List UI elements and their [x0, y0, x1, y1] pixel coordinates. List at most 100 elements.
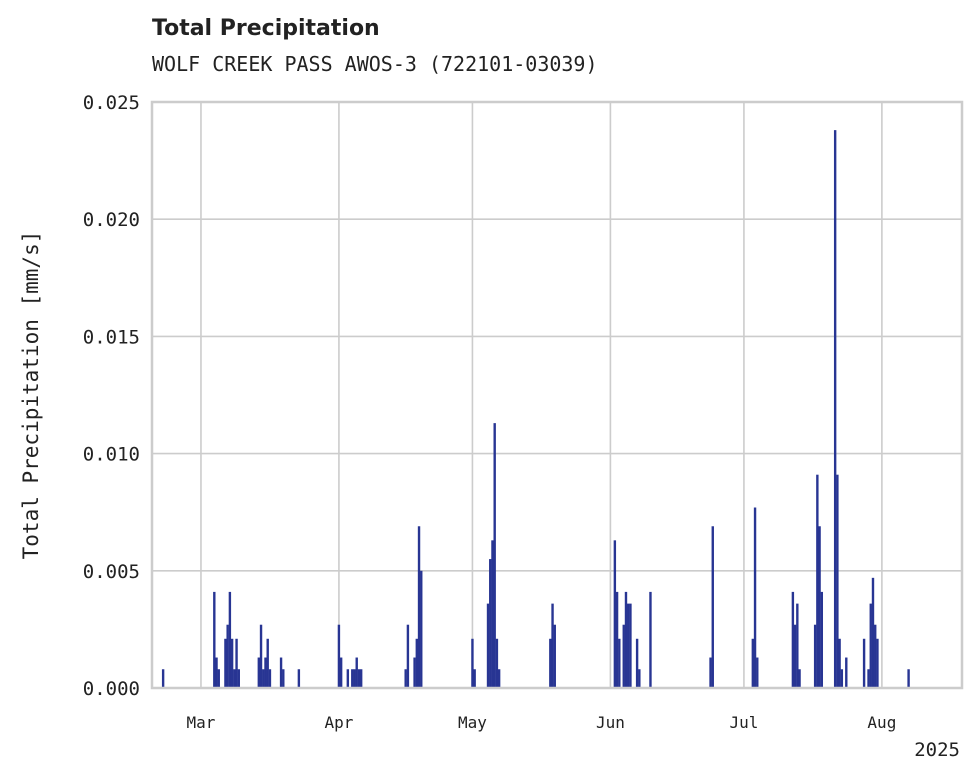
x-tick-labels: Mar Apr May Jun Jul Aug [187, 713, 897, 732]
precipitation-bar [268, 669, 272, 688]
precipitation-bar [798, 669, 801, 688]
precipitation-bar [346, 669, 350, 688]
chart-title: Total Precipitation [152, 16, 380, 41]
precipitation-bar [624, 591, 628, 688]
precipitation-bar [495, 638, 499, 688]
precipitation-bar [820, 591, 824, 688]
precipitation-bar [213, 591, 216, 688]
y-axis-label: Total Precipitation [mm/s] [19, 231, 43, 560]
precipitation-bar [867, 669, 870, 688]
precipitation-bar [876, 638, 879, 688]
x-tick-label: Apr [324, 713, 353, 732]
precipitation-bar [359, 669, 363, 688]
x-axis-year-label: 2025 [914, 739, 960, 761]
precipitation-bar [638, 669, 641, 688]
y-tick-label: 0.000 [83, 678, 140, 700]
precipitation-bar [756, 657, 759, 688]
x-tick-label: Aug [867, 713, 896, 732]
precipitation-bar [279, 657, 283, 688]
precipitation-bar [869, 603, 872, 688]
y-tick-label: 0.015 [83, 326, 140, 348]
precipitation-bar [215, 657, 218, 688]
x-tick-label: Jun [596, 713, 625, 732]
precipitation-bar [351, 669, 354, 688]
precipitation-bar [813, 624, 817, 688]
precipitation-bar [862, 638, 866, 688]
precipitation-bar [622, 624, 625, 688]
precipitation-bar [629, 603, 632, 688]
chart-subtitle: WOLF CREEK PASS AWOS-3 (722101-03039) [152, 52, 598, 76]
precipitation-bar [406, 624, 410, 688]
precipitation-bar [796, 603, 799, 688]
precipitation-bar [615, 591, 619, 688]
precipitation-bar [818, 526, 821, 688]
precipitation-bar [264, 657, 267, 688]
precipitation-bar [297, 669, 301, 688]
precipitation-bar [649, 591, 652, 688]
precipitation-bar [257, 657, 261, 688]
precipitation-bar [226, 624, 229, 688]
precipitation-bar [217, 669, 220, 688]
precipitation-bar [551, 603, 554, 688]
precipitation-bar [355, 657, 358, 688]
precipitation-bar [233, 669, 236, 688]
precipitation-bar [618, 638, 621, 688]
x-tick-label: Jul [729, 713, 758, 732]
precipitation-bar [237, 669, 240, 688]
precipitation-bar [486, 603, 490, 688]
y-tick-label: 0.005 [83, 561, 140, 583]
precipitation-bar [266, 638, 269, 688]
precipitation-bar [493, 423, 496, 688]
precipitation-bar [339, 657, 343, 688]
precipitation-bar [228, 591, 232, 688]
precipitation-bar [553, 624, 556, 688]
precipitation-bar [473, 669, 476, 688]
precipitation-bar [833, 130, 837, 689]
precipitation-bar [353, 669, 356, 688]
precipitation-bar [262, 669, 265, 688]
precipitation-bar [793, 624, 797, 688]
precipitation-bar [415, 638, 419, 688]
precipitation-bar [471, 638, 474, 688]
precipitation-bar [489, 559, 492, 688]
y-tick-label: 0.025 [83, 92, 140, 114]
x-tick-label: Mar [187, 713, 216, 732]
precipitation-bar [751, 638, 755, 688]
precipitation-bar [282, 669, 285, 688]
precipitation-bar [840, 669, 844, 688]
precipitation-bar [259, 624, 263, 688]
precipitation-bar [871, 577, 875, 688]
precipitation-bar [613, 540, 617, 688]
precipitation-bars [161, 130, 910, 689]
precipitation-bar [491, 540, 494, 688]
precipitation-bar [497, 669, 501, 688]
grid-lines [152, 101, 962, 689]
precipitation-bar [549, 638, 552, 688]
precipitation-bar [907, 669, 910, 688]
precipitation-bar [224, 638, 227, 688]
precipitation-bar [627, 603, 630, 688]
precipitation-bar [413, 657, 416, 688]
precipitation-bar [337, 624, 341, 688]
x-tick-label: May [458, 713, 487, 732]
precipitation-bar [838, 638, 841, 688]
precipitation-bar [836, 474, 839, 688]
precipitation-bar [791, 591, 795, 688]
precipitation-bar [753, 507, 757, 688]
precipitation-bar [845, 657, 848, 688]
precipitation-bar [420, 570, 423, 688]
precipitation-bar [417, 526, 421, 688]
y-tick-label: 0.010 [83, 444, 140, 466]
precipitation-bar [161, 669, 165, 688]
precipitation-bar [816, 474, 819, 688]
precipitation-bar [709, 657, 712, 688]
y-tick-labels: 0.000 0.005 0.010 0.015 0.020 0.025 [83, 92, 140, 700]
precipitation-bar [635, 638, 639, 688]
precipitation-bar [357, 669, 361, 688]
precipitation-bar [874, 624, 877, 688]
plot-frame [150, 100, 964, 690]
y-tick-label: 0.020 [83, 209, 140, 231]
precipitation-bar [230, 638, 234, 688]
precipitation-bar [404, 669, 407, 688]
